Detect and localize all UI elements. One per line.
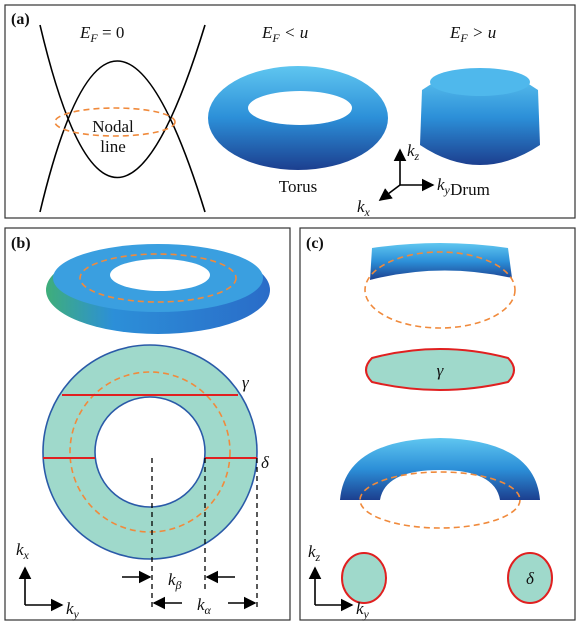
label: Nodal xyxy=(92,117,134,136)
axis-label: kx xyxy=(16,540,30,562)
panel-label: (b) xyxy=(11,235,31,252)
label: kβ xyxy=(168,570,182,592)
label: δ xyxy=(526,569,535,588)
heading: EF > u xyxy=(449,23,496,45)
drum-top xyxy=(430,68,530,96)
axis-label: kz xyxy=(407,141,420,163)
half-torus xyxy=(340,438,540,500)
axis-label: kx xyxy=(357,197,371,219)
figure: (a) EF = 0 EF < u EF > u Nodal line Toru… xyxy=(0,0,580,625)
axis xyxy=(380,185,400,200)
heading: EF = 0 xyxy=(79,23,124,45)
axis-label: kz xyxy=(308,542,321,564)
label: δ xyxy=(261,453,270,472)
heading: EF < u xyxy=(261,23,308,45)
panel-label: (a) xyxy=(11,11,30,28)
torus-hole xyxy=(110,259,210,291)
label: line xyxy=(100,137,126,156)
label: Torus xyxy=(279,177,317,196)
label: kα xyxy=(197,595,212,617)
label: Drum xyxy=(450,180,490,199)
panel-label: (c) xyxy=(306,235,324,252)
nodal-line xyxy=(360,472,520,528)
axis-label: ky xyxy=(437,175,451,197)
axis-label: ky xyxy=(66,599,80,621)
cross-section xyxy=(342,553,386,603)
torus-hole xyxy=(248,91,352,125)
label: γ xyxy=(242,373,250,392)
section-hole xyxy=(95,397,205,507)
